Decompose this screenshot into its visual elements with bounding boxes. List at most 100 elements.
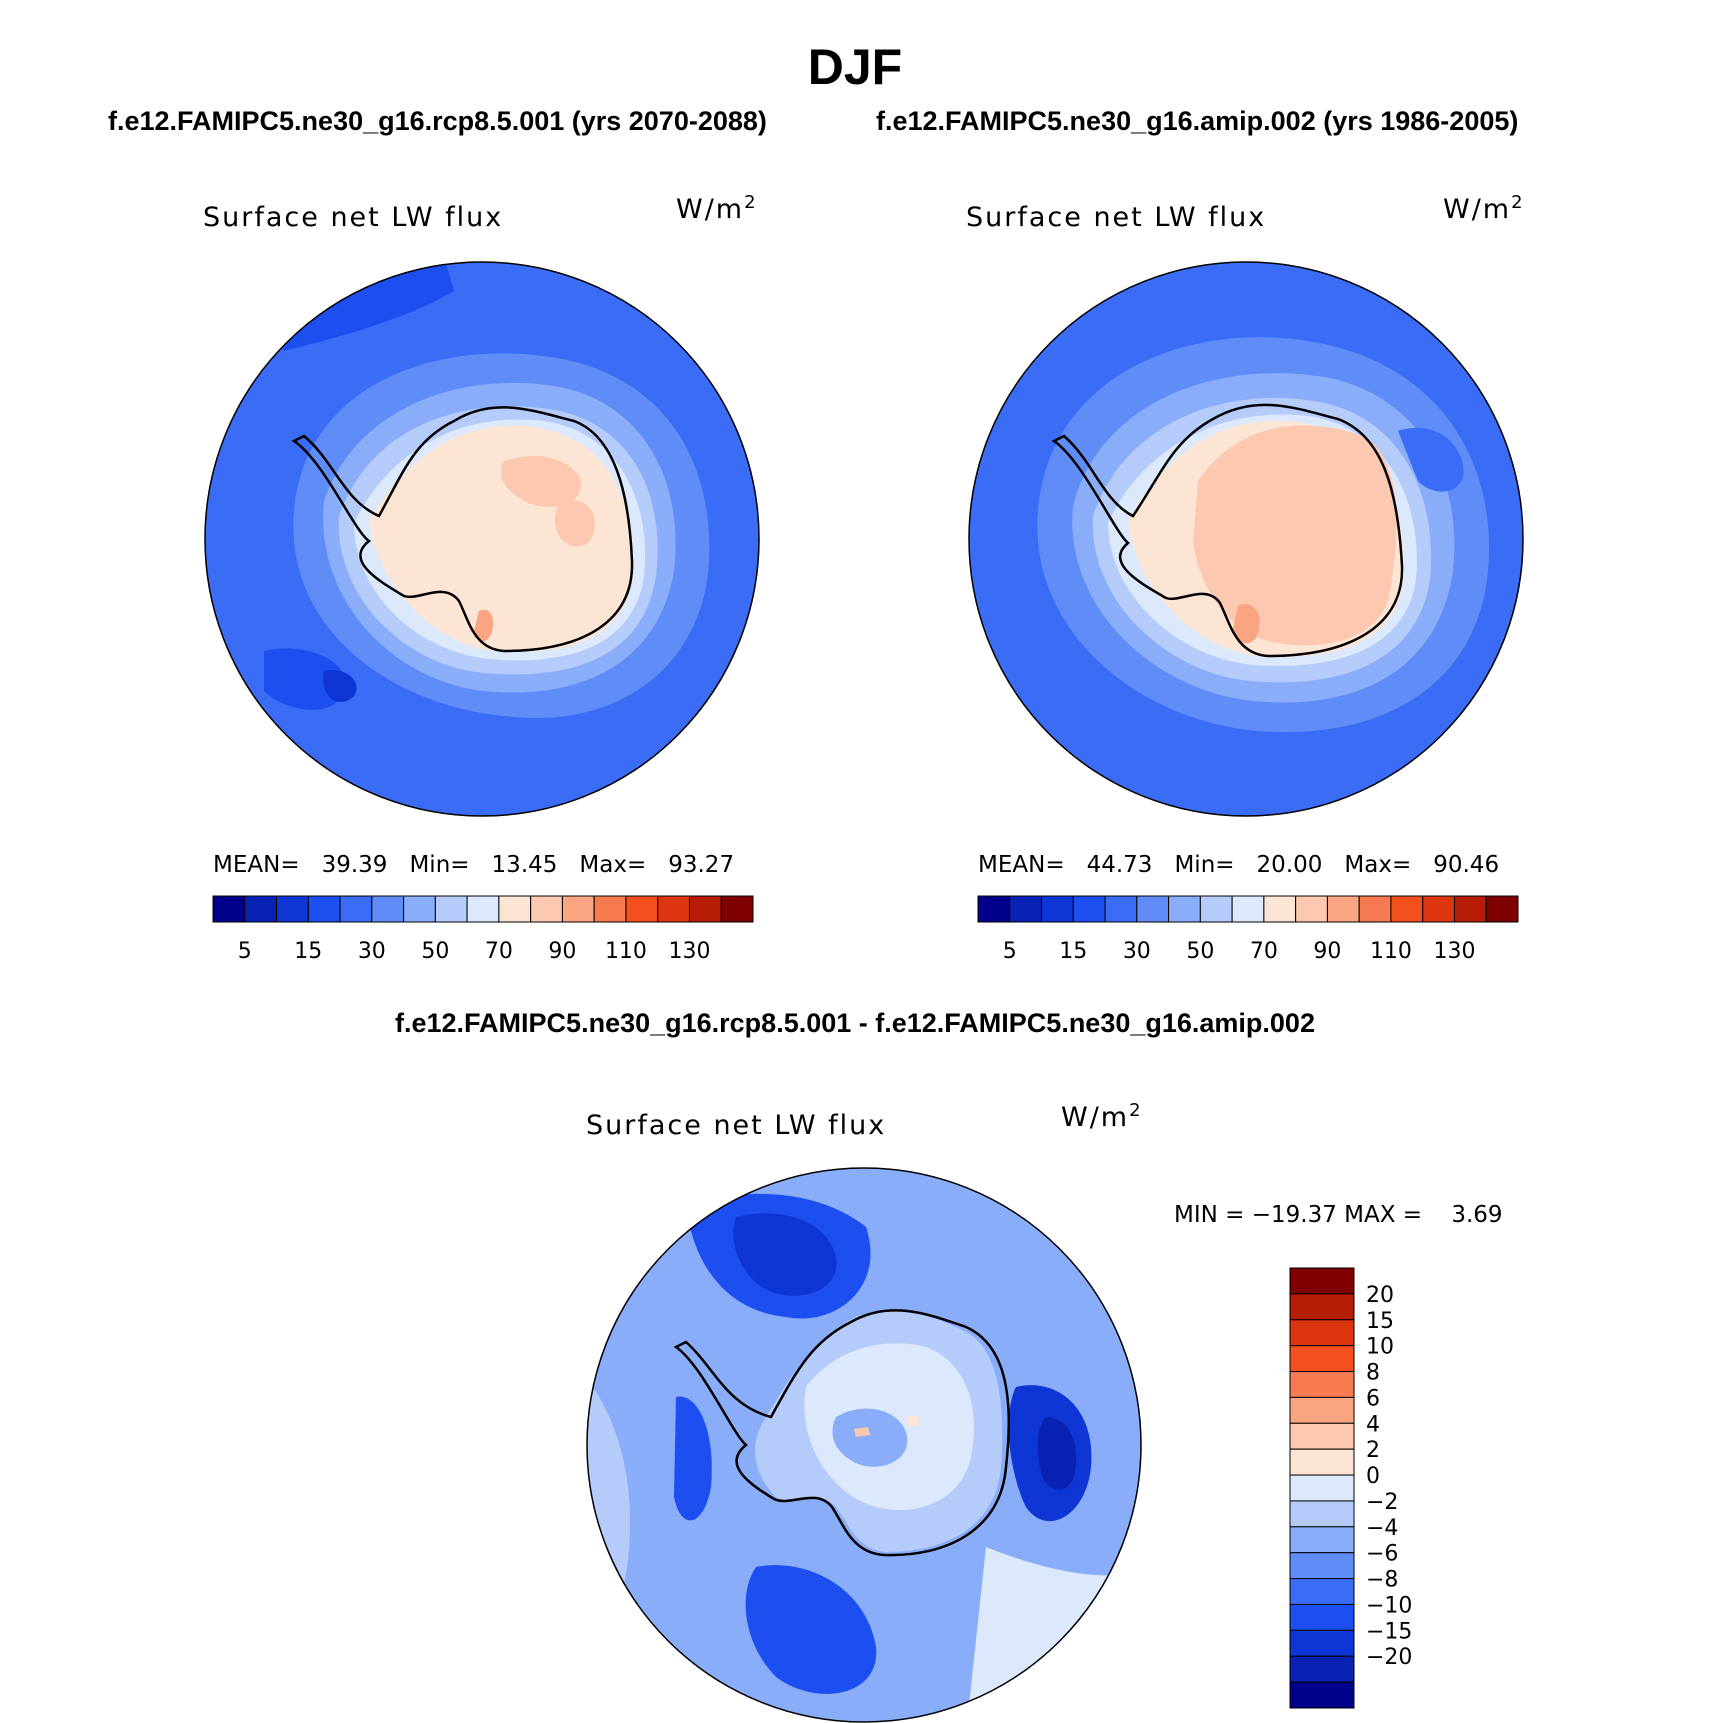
panel2-coastline (1051, 403, 1404, 658)
panel3-colorbar-swatch (1289, 1578, 1355, 1605)
panel1-stats: MEAN= 39.39 Min= 13.45 Max= 93.27 (213, 852, 735, 878)
panel2-colorbar-swatch (977, 895, 1011, 923)
panel3-colorbar-tick-label: −4 (1366, 1516, 1398, 1541)
difference-label: f.e12.FAMIPC5.ne30_g16.rcp8.5.001 - f.e1… (395, 1008, 1315, 1038)
panel1-colorbar-tick-label: 50 (421, 939, 449, 964)
panel1-units: W/m2 (676, 192, 758, 225)
panel2-colorbar-swatch (1041, 895, 1074, 923)
panel2-map (968, 261, 1524, 817)
panel2-colorbar-swatch (1390, 895, 1424, 923)
panel3-map (586, 1167, 1142, 1723)
panel2-colorbar-swatch (1231, 895, 1265, 923)
panel3-colorbar-tick-label: −6 (1366, 1542, 1398, 1567)
case-b-label: f.e12.FAMIPC5.ne30_g16.amip.002 (yrs 198… (876, 106, 1519, 136)
panel3-colorbar-tick-label: 0 (1366, 1464, 1380, 1489)
panel3-warm-spot-1 (854, 1427, 870, 1437)
panel1-variable: Surface net LW flux (203, 202, 504, 233)
panel3-colorbar-swatch (1289, 1552, 1355, 1580)
panel3-colorbar-tick-label: 10 (1366, 1335, 1394, 1360)
panel3-pale-region-2 (966, 1547, 1141, 1722)
panel2-colorbar-tick-label: 5 (1003, 939, 1017, 964)
panel3-colorbar-tick-label: −8 (1366, 1568, 1398, 1593)
panel2-units: W/m2 (1443, 192, 1525, 225)
panel2-colorbar-tick-label: 110 (1370, 939, 1412, 964)
panel2-colorbar-tick-label: 50 (1186, 939, 1214, 964)
panel2-colorbar-swatch (1072, 895, 1106, 923)
panel3-colorbar-tick-label: −15 (1366, 1619, 1412, 1644)
panel3-colorbar-tick-label: 8 (1366, 1361, 1380, 1386)
panel3-colorbar-swatch (1289, 1396, 1355, 1424)
panel1-colorbar-swatch (561, 895, 595, 923)
panel3-colorbar-tick-label: 20 (1366, 1283, 1394, 1308)
panel1-colorbar-swatch (371, 895, 405, 923)
panel1-colorbar-swatch (720, 895, 754, 923)
panel3-colorbar-swatch (1289, 1655, 1355, 1683)
panel3-colorbar-swatch (1289, 1371, 1355, 1398)
panel2-colorbar-tick-label: 30 (1123, 939, 1151, 964)
panel3-interior-patch (832, 1408, 908, 1467)
panel3-colorbar-swatch (1289, 1267, 1355, 1295)
panel1-colorbar: 5 15 30 50 70 90 110 130 (212, 895, 754, 964)
panel1-colorbar-swatch (212, 895, 246, 923)
panel1-colorbar-swatch (276, 895, 309, 923)
panel1-colorbar-tick-label: 110 (605, 939, 647, 964)
panel1-colorbar-swatch (625, 895, 659, 923)
panel2-colorbar-swatch (1199, 895, 1233, 923)
panel2-colorbar-swatch (1295, 895, 1328, 923)
panel3-colorbar-swatch (1289, 1319, 1355, 1347)
panel2-colorbar-tick-label: 15 (1059, 939, 1087, 964)
panel3-colorbar-tick-label: −20 (1366, 1645, 1412, 1670)
panel1-deep-patch-2 (323, 670, 357, 703)
panel1-colorbar-swatch (688, 895, 722, 923)
panel1-colorbar-tick-label: 90 (548, 939, 576, 964)
panel3-colorbar-swatch (1289, 1629, 1355, 1657)
panel1-colorbar-swatch (434, 895, 468, 923)
panel1-deep-patch-1 (264, 648, 346, 710)
case-a-label: f.e12.FAMIPC5.ne30_g16.rcp8.5.001 (yrs 2… (108, 106, 767, 136)
panel1-colorbar-swatch (530, 895, 563, 923)
panel1-colorbar-swatch (339, 895, 373, 923)
panel3-colorbar-swatch (1289, 1500, 1355, 1528)
panel2-colorbar-tick-label: 90 (1313, 939, 1341, 964)
panel2-colorbar-swatch (1168, 895, 1201, 923)
panel1-colorbar-swatch (657, 895, 690, 923)
panel3-units: W/m2 (1061, 1100, 1143, 1133)
panel2-stats: MEAN= 44.73 Min= 20.00 Max= 90.46 (978, 852, 1500, 878)
panel1-colorbar-tick-label: 5 (238, 939, 252, 964)
panel1-colorbar-tick-label: 70 (485, 939, 513, 964)
panel3-colorbar-swatch (1289, 1681, 1355, 1709)
panel3-colorbar-swatch (1289, 1474, 1355, 1502)
panel3-colorbar-swatch (1289, 1526, 1355, 1554)
panel2-warm-patch (1233, 604, 1260, 644)
panel3-colorbar-tick-label: 15 (1366, 1309, 1394, 1334)
panel3-colorbar-tick-label: 6 (1366, 1386, 1380, 1411)
panel2-variable: Surface net LW flux (966, 202, 1267, 233)
panel2-colorbar-swatch (1136, 895, 1170, 923)
panel3-colorbar-swatch (1289, 1603, 1355, 1631)
panel1-colorbar-swatch (466, 895, 500, 923)
panel2-colorbar-swatch (1326, 895, 1360, 923)
panel3-warm-spot-2 (906, 1415, 920, 1427)
panel2-warm-interior (1193, 425, 1397, 646)
panel3-darkest-east (1037, 1417, 1077, 1490)
panel2-colorbar-swatch (1358, 895, 1392, 923)
panel1-colorbar-swatch (307, 895, 341, 923)
panel2-deep-patch (1398, 427, 1464, 492)
panel3-colorbar-tick-label: 2 (1366, 1438, 1380, 1463)
panel3-dark-south (745, 1565, 877, 1694)
panel3-dark-west (674, 1396, 712, 1521)
panel3-minmax: MIN = −19.37 MAX = 3.69 (1174, 1202, 1503, 1228)
panel3-colorbar-tick-label: −10 (1366, 1593, 1412, 1618)
panel2-colorbar-swatch (1009, 895, 1043, 923)
panel1-colorbar-swatch (593, 895, 627, 923)
figure-title: DJF (807, 39, 903, 95)
panel3-colorbar-swatch (1289, 1448, 1355, 1476)
panel1-coastline (291, 406, 634, 653)
panel1-colorbar-swatch (403, 895, 436, 923)
panel1-colorbar-swatch (498, 895, 532, 923)
panel1-colorbar-swatch (244, 895, 278, 923)
panel2-colorbar-swatch (1485, 895, 1519, 923)
panel1-colorbar-tick-label: 15 (294, 939, 322, 964)
panel1-colorbar-tick-label: 30 (358, 939, 386, 964)
